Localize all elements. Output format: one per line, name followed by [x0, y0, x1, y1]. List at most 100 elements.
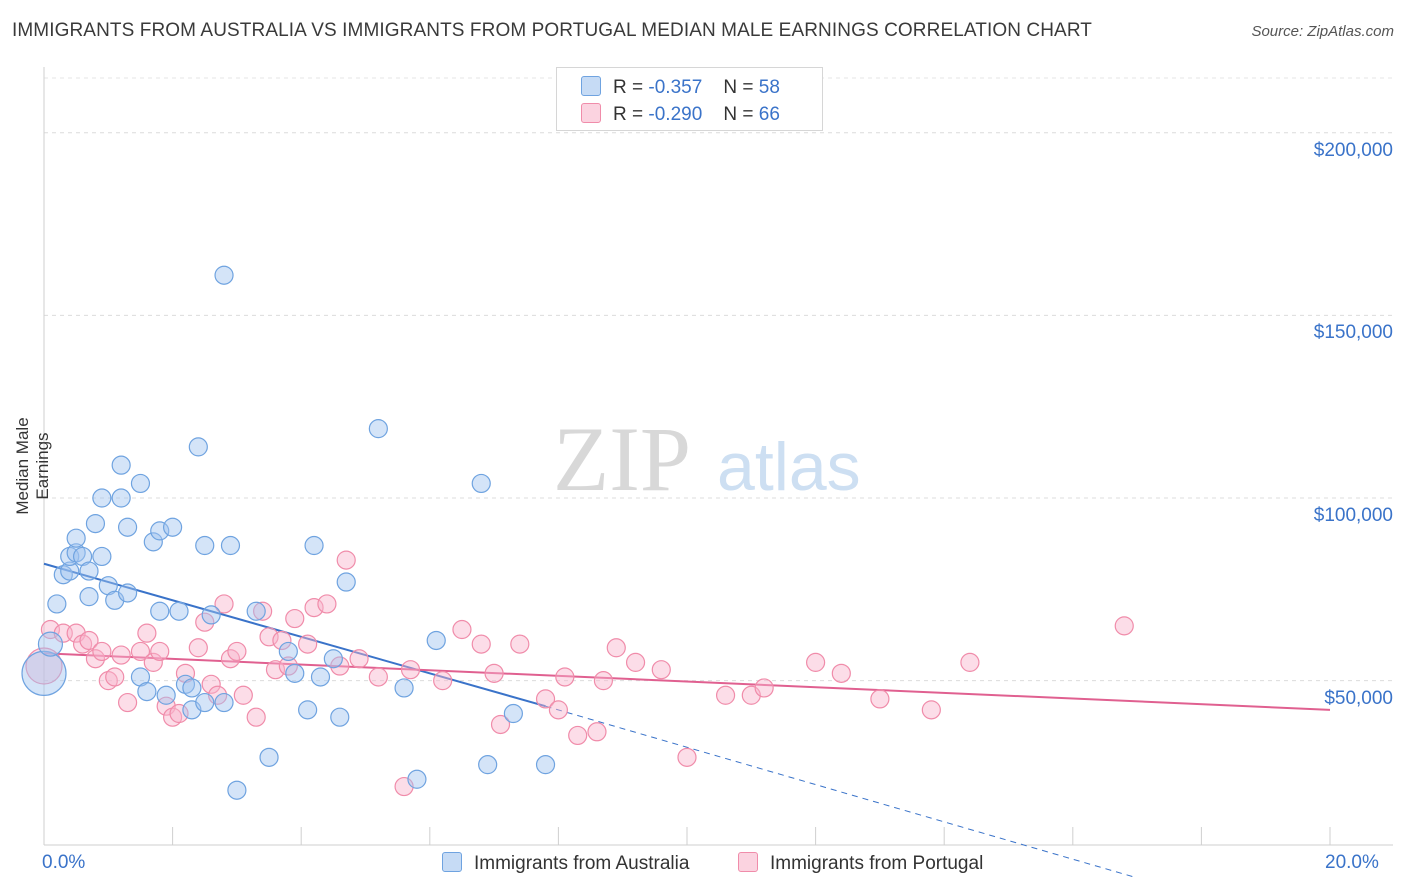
y-tick-label: $100,000 [1313, 505, 1393, 527]
portugal-point [163, 707, 183, 727]
portugal-point [227, 641, 247, 662]
portugal-point [606, 638, 626, 658]
x-tick-label-max: 20.0% [1325, 852, 1379, 873]
portugal-point [317, 594, 337, 614]
australia-point [426, 630, 446, 651]
portugal-point [651, 660, 671, 680]
australia-point [214, 265, 234, 285]
legend-row-portugal: R = -0.290 N = 66 [581, 103, 780, 127]
r-value-portugal: -0.290 [648, 104, 703, 125]
portugal-point [98, 671, 118, 691]
australia-point [150, 521, 170, 541]
australia-point [310, 667, 331, 687]
australia-point [37, 631, 64, 657]
axes [43, 67, 1393, 846]
australia-point [137, 681, 157, 702]
portugal-point [278, 656, 298, 676]
portugal-point [137, 623, 157, 643]
portugal-point [593, 671, 614, 691]
portugal-point [433, 671, 453, 691]
portugal-point [214, 594, 234, 614]
y-axis-label: Median Male Earnings [13, 417, 52, 515]
australia-point [182, 678, 202, 698]
australia-point [285, 663, 305, 683]
australia-point [47, 594, 67, 614]
portugal-point [265, 660, 286, 680]
n-value-australia: 58 [758, 77, 780, 98]
australia-legend-label: Immigrants from Australia [474, 853, 690, 874]
australia-point [535, 755, 556, 775]
australia-point [79, 587, 99, 607]
australia-point [227, 780, 247, 800]
portugal-point [79, 630, 99, 651]
portugal-point [272, 630, 292, 651]
australia-legend-swatch [442, 852, 462, 872]
portugal-point [285, 608, 305, 629]
r-value-australia: -0.357 [648, 77, 703, 98]
australia-point [169, 601, 189, 621]
australia-point [60, 561, 80, 581]
y-tick-label: $150,000 [1313, 322, 1393, 344]
australia-point [368, 419, 388, 439]
australia-point [21, 650, 67, 696]
portugal-point [754, 678, 774, 698]
portugal-point [471, 634, 491, 654]
portugal-point [40, 619, 61, 640]
australia-point [130, 473, 151, 494]
australia-trend-line [43, 562, 546, 708]
australia-point [407, 769, 427, 789]
australia-point [503, 703, 523, 724]
portugal-point [510, 634, 530, 654]
australia-point [259, 747, 279, 767]
portugal-point [85, 649, 106, 669]
australia-point [143, 532, 163, 552]
portugal-point [870, 689, 890, 709]
portugal-point [921, 700, 941, 720]
portugal-point [150, 641, 170, 662]
portugal-point [25, 647, 63, 685]
portugal-point [253, 601, 273, 621]
portugal-point [220, 649, 241, 669]
r-label: R = [613, 104, 644, 125]
portugal-legend-label: Immigrants from Portugal [770, 853, 984, 874]
portugal-point [169, 703, 189, 724]
australia-point [195, 692, 215, 713]
chart-title: IMMIGRANTS FROM AUSTRALIA VS IMMIGRANTS … [12, 20, 1093, 41]
portugal-point [92, 641, 112, 662]
portugal-swatch [581, 103, 601, 123]
correlation-legend: R = -0.357 N = 58 R = -0.290 N = 66 [556, 67, 823, 131]
portugal-point [568, 725, 588, 746]
portugal-point [587, 722, 607, 742]
australia-point [323, 649, 343, 669]
portugal-point [625, 652, 646, 672]
portugal-point [259, 627, 279, 647]
australia-point [246, 601, 266, 621]
portugal-point [805, 652, 826, 672]
australia-trend-extension [545, 705, 1138, 879]
australia-point [117, 583, 138, 603]
australia-point [66, 543, 86, 563]
portugal-point [233, 685, 253, 705]
australia-point [150, 601, 170, 621]
portugal-point [188, 638, 208, 658]
grid [44, 77, 1395, 682]
portugal-point [105, 667, 125, 687]
portugal-point [555, 667, 575, 687]
portugal-point [349, 649, 369, 669]
portugal-point [831, 663, 851, 683]
x-tick-label-min: 0.0% [42, 852, 86, 873]
portugal-point [72, 634, 93, 654]
watermark: ZIP atlas [553, 408, 861, 510]
series-legend-australia[interactable]: Immigrants from Australia [442, 852, 689, 875]
australia-point [79, 561, 99, 581]
portugal-point [195, 612, 215, 632]
scatter-points [21, 265, 1134, 800]
portugal-point [298, 634, 318, 654]
portugal-point [111, 645, 131, 665]
portugal-legend-swatch [738, 852, 758, 872]
series-legend-portugal[interactable]: Immigrants from Portugal [738, 852, 983, 875]
portugal-point [715, 685, 736, 705]
portugal-point [400, 660, 421, 680]
portugal-point [117, 692, 138, 713]
